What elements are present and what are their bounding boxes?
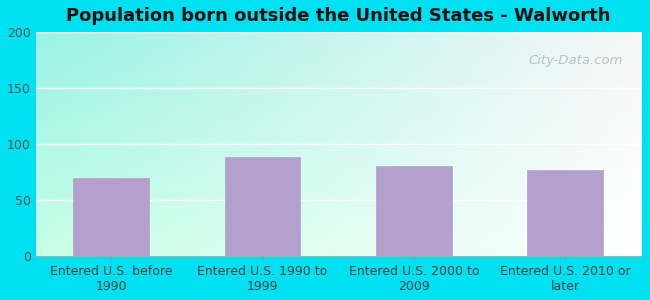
Text: City-Data.com: City-Data.com: [528, 55, 623, 68]
Bar: [376, 167, 452, 256]
Bar: [225, 158, 300, 256]
Bar: [527, 170, 603, 256]
Bar: [73, 178, 149, 256]
Title: Population born outside the United States - Walworth: Population born outside the United State…: [66, 7, 610, 25]
